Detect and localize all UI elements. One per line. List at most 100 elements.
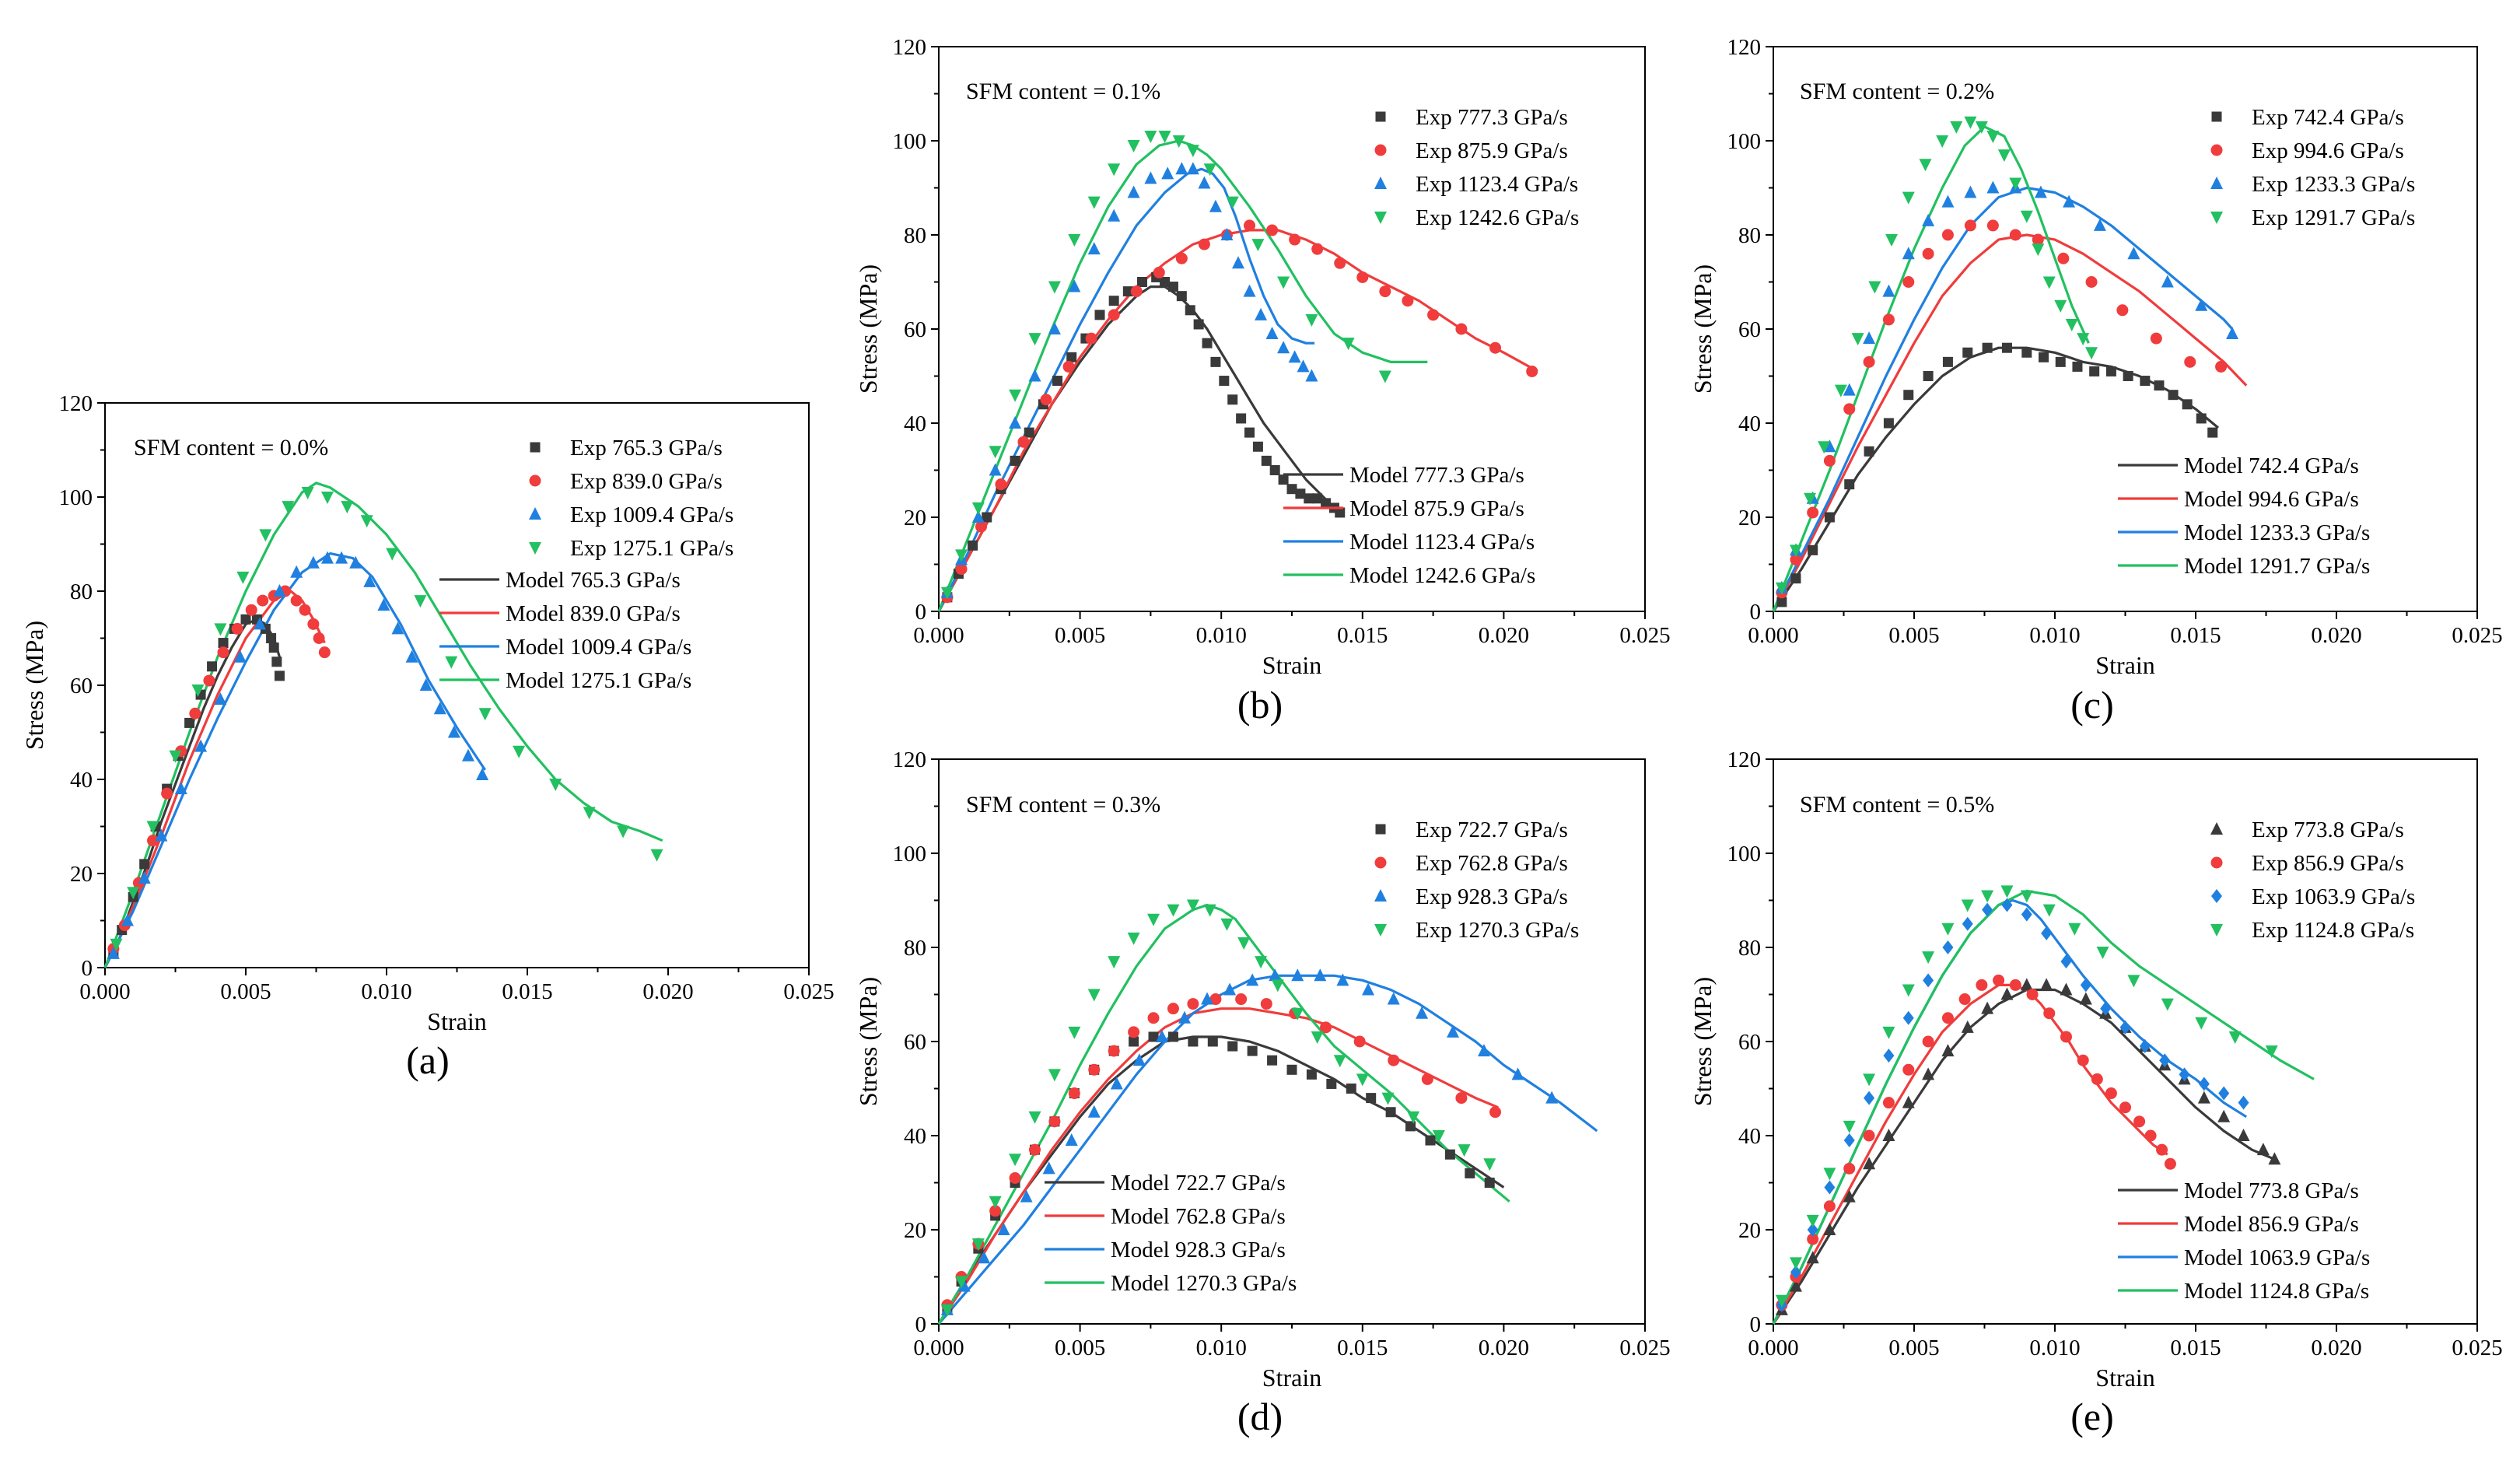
legend-entry: Model 762.8 GPa/s xyxy=(1111,1204,1286,1229)
y-axis-label: Stress (MPa) xyxy=(1689,264,1717,394)
x-tick-label: 0.025 xyxy=(2452,1336,2502,1360)
exp-data-point xyxy=(1305,369,1318,382)
legend-entry: Exp 1275.1 GPa/s xyxy=(570,536,733,561)
panel-3: 0.000 0.005 0.010 0.015 0.020 0.025 0 20 40 60 80 1… xyxy=(854,748,1671,1438)
exp-data-point xyxy=(1790,573,1801,584)
exp-data-point xyxy=(1226,196,1239,209)
exp-data-point xyxy=(1863,331,1876,345)
exp-data-point xyxy=(1997,149,2011,163)
y-tick-label: 20 xyxy=(70,862,93,887)
exp-data-point xyxy=(971,502,985,515)
exp-data-point xyxy=(231,622,243,635)
exp-data-point xyxy=(447,725,460,738)
exp-data-point xyxy=(1237,937,1251,950)
y-tick-label: 100 xyxy=(1727,842,1762,867)
exp-data-point xyxy=(2021,907,2032,922)
exp-data-point xyxy=(1335,507,1346,518)
sfm-content-annotation: SFM content = 0.3% xyxy=(966,792,1160,818)
x-tick-label: 0.005 xyxy=(220,979,271,1004)
x-tick-label: 0.000 xyxy=(913,1336,964,1360)
exp-data-point xyxy=(1843,1120,1856,1133)
legend-marker xyxy=(529,507,541,520)
exp-data-point xyxy=(478,708,492,721)
exp-data-point xyxy=(301,486,314,499)
exp-data-point xyxy=(1127,932,1140,945)
exp-data-point xyxy=(1172,135,1185,148)
exp-data-point xyxy=(445,656,458,669)
exp-data-point xyxy=(1333,1055,1346,1068)
exp-data-point xyxy=(1028,1111,1041,1124)
y-tick-label: 0 xyxy=(1750,1312,1762,1337)
model-curve xyxy=(1772,898,2248,1325)
exp-data-point xyxy=(1088,1063,1101,1076)
exp-data-point xyxy=(1804,492,1817,506)
legend-entry: Model 1063.9 GPa/s xyxy=(2184,1245,2370,1270)
sfm-content-annotation: SFM content = 0.0% xyxy=(134,435,328,460)
exp-data-point xyxy=(1193,319,1204,330)
x-tick-label: 0.025 xyxy=(1619,1336,1670,1360)
exp-data-point xyxy=(2133,1115,2146,1128)
exp-data-point xyxy=(1385,1107,1396,1118)
exp-data-point xyxy=(461,748,474,762)
legend-entry: Exp 1009.4 GPa/s xyxy=(570,502,733,527)
exp-data-point xyxy=(513,745,526,758)
exp-data-point xyxy=(1982,342,1993,353)
exp-data-point xyxy=(997,1223,1010,1235)
exp-data-point xyxy=(1511,1067,1524,1080)
exp-data-point xyxy=(1066,352,1077,362)
exp-data-point xyxy=(1311,1031,1324,1044)
exp-data-point xyxy=(1844,479,1855,490)
legend-entry: Exp 1242.6 GPa/s xyxy=(1416,205,1579,230)
exp-data-point xyxy=(1427,309,1440,321)
exp-data-point xyxy=(191,684,205,698)
exp-data-point xyxy=(583,807,596,820)
x-tick-label: 0.015 xyxy=(2170,1336,2221,1360)
exp-data-point xyxy=(271,656,282,667)
exp-data-point xyxy=(2238,1095,2249,1110)
exp-data-point xyxy=(1378,370,1391,383)
exp-data-point xyxy=(194,739,208,752)
exp-data-point xyxy=(414,595,427,608)
exp-data-point xyxy=(2041,926,2053,940)
exp-data-point xyxy=(2198,1077,2210,1091)
exp-data-point xyxy=(2020,210,2033,223)
y-tick-label: 40 xyxy=(904,1124,926,1149)
exp-data-point xyxy=(1922,1035,1934,1048)
y-tick-label: 120 xyxy=(893,35,927,60)
legend-marker xyxy=(2210,177,2223,189)
y-axis-label: Stress (MPa) xyxy=(20,621,48,750)
exp-data-point xyxy=(139,859,150,870)
exp-data-point xyxy=(2020,978,2033,991)
exp-data-point xyxy=(299,604,311,616)
x-axis-label: Strain xyxy=(2095,651,2154,679)
exp-data-point xyxy=(1132,1053,1146,1066)
exp-data-point xyxy=(1291,968,1304,982)
exp-series xyxy=(940,968,1559,1315)
y-tick-label: 120 xyxy=(1727,35,1762,60)
exp-data-point xyxy=(1048,1069,1061,1082)
exp-data-point xyxy=(1477,1044,1490,1057)
exp-data-point xyxy=(1269,465,1280,475)
exp-data-point xyxy=(1823,1200,1836,1213)
exp-data-point xyxy=(1261,455,1272,466)
exp-data-point xyxy=(1227,1041,1238,1052)
exp-data-point xyxy=(245,604,257,616)
legend-entry: Exp 1291.7 GPa/s xyxy=(2252,205,2415,230)
exp-data-point xyxy=(1806,1251,1819,1264)
exp-data-point xyxy=(1185,305,1195,316)
exp-data-point xyxy=(214,692,227,705)
x-tick-label: 0.000 xyxy=(79,979,130,1004)
exp-data-point xyxy=(2256,1143,2270,1156)
exp-data-point xyxy=(2197,1091,2210,1104)
exp-data-point xyxy=(2140,376,2151,387)
exp-data-point xyxy=(203,674,215,687)
plot-frame xyxy=(938,758,1646,1325)
x-tick-label: 0.010 xyxy=(361,979,411,1004)
exp-data-point xyxy=(1201,992,1214,1005)
exp-data-point xyxy=(2265,1045,2278,1059)
exp-data-point xyxy=(1425,1135,1436,1146)
exp-data-point xyxy=(1545,1091,1559,1104)
exp-data-point xyxy=(2207,427,2218,438)
x-tick-label: 0.005 xyxy=(1055,1336,1105,1360)
exp-data-point xyxy=(1048,1115,1061,1128)
